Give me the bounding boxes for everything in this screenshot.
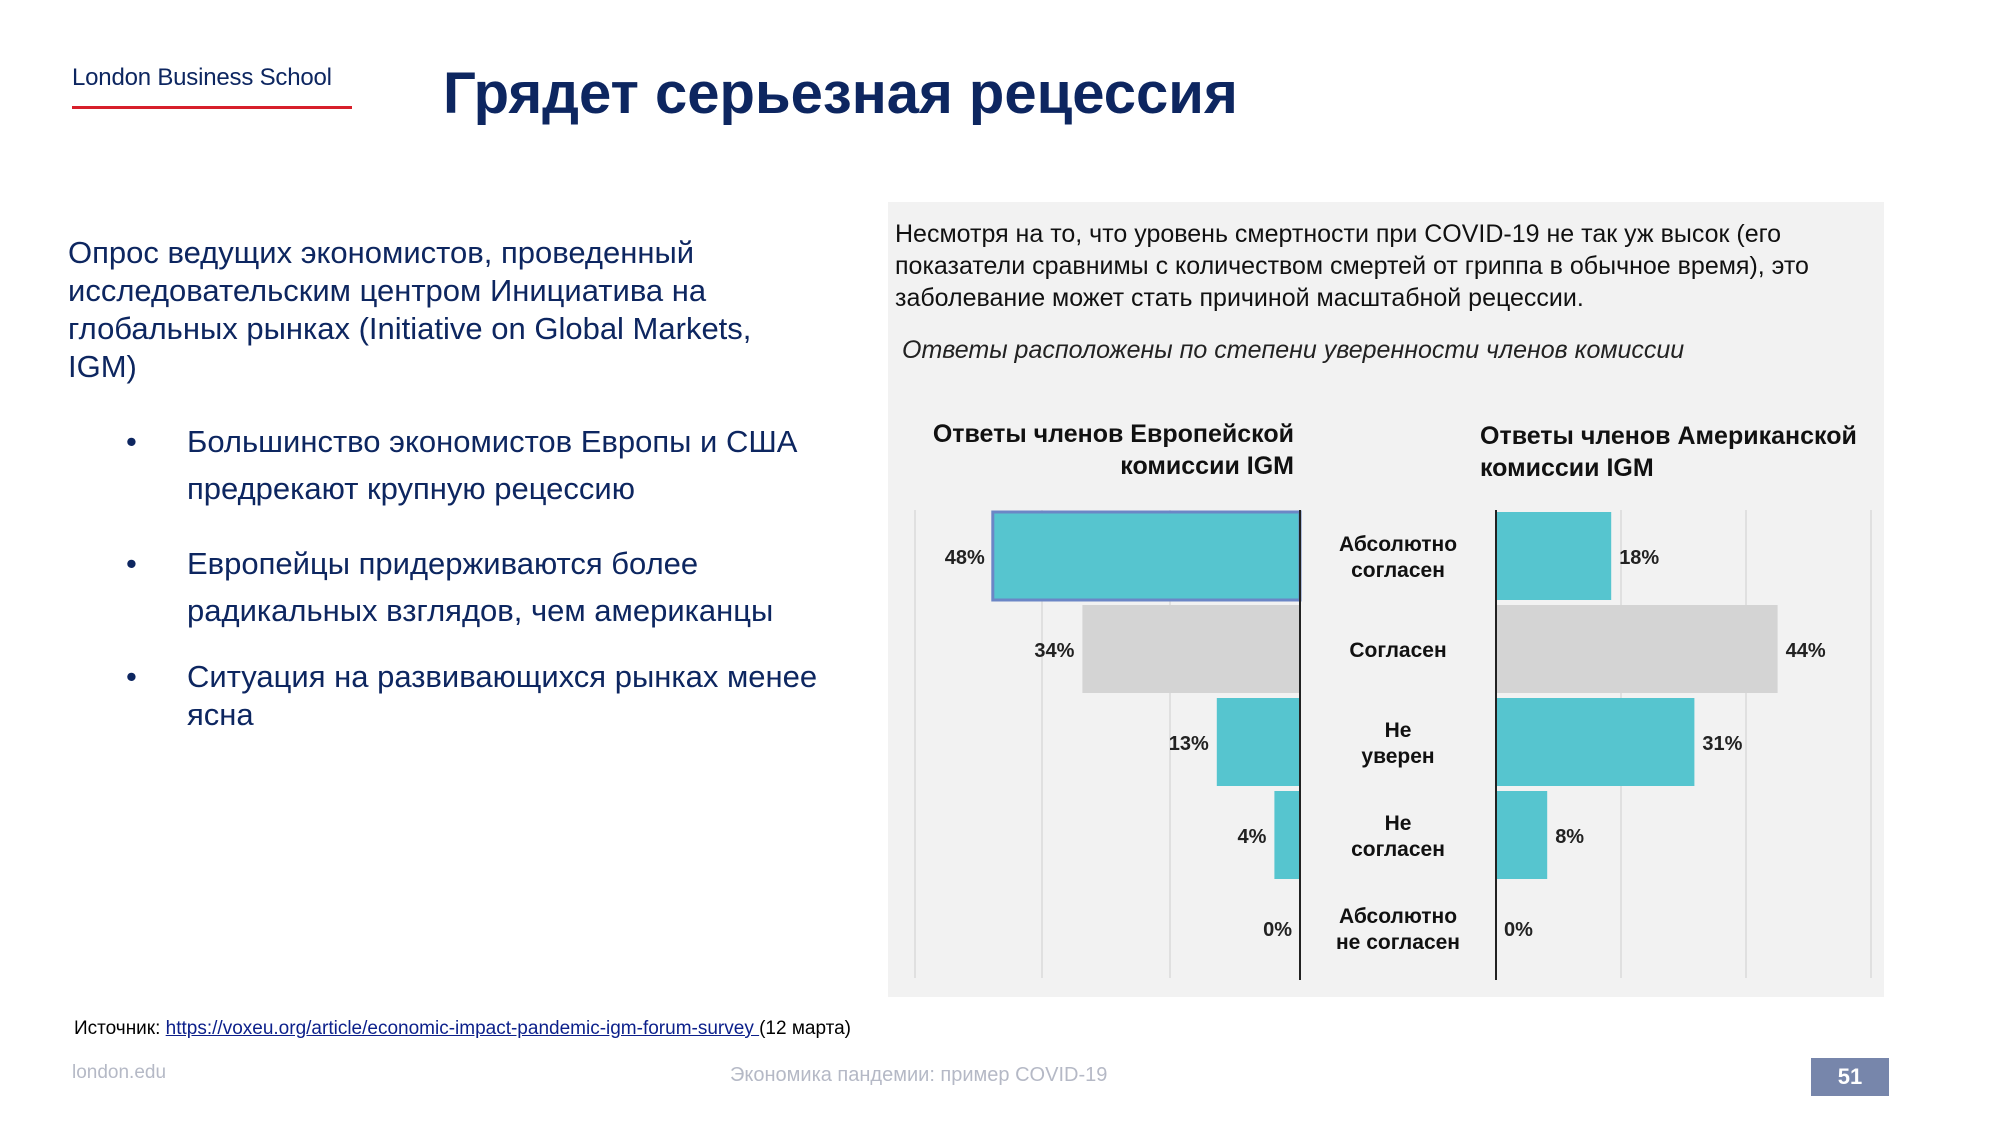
eu-column-title: Ответы членов Европейской комиссии IGM [932,420,1294,480]
eu-value-label: 48% [945,547,985,569]
us-value-label: 8% [1555,826,1584,848]
category-label: Абсолютно согласен [1339,533,1457,582]
us-value-label: 44% [1786,640,1826,662]
logo-underline [72,106,352,109]
us-value-label: 0% [1504,919,1533,941]
bullet-dot-icon: • [126,546,137,581]
bullet-dot-icon: • [126,424,137,459]
bullet-item: • Большинство экономистов Европы и США п… [68,418,828,512]
us-value-label: 18% [1619,547,1659,569]
bullet-item: • Ситуация на развивающихся рынках менее… [68,658,828,734]
butterfly-chart: 48% 18% Абсолютно согласен 34% 44% Согласен 13%… [914,510,1872,980]
chart-subheading: Ответы расположены по степени уверенност… [902,336,1685,364]
bullet-dot-icon: • [126,659,137,694]
us-bar [1496,512,1612,600]
eu-value-label: 4% [1237,826,1266,848]
eu-bar [1216,698,1300,786]
us-bar [1496,605,1778,693]
footer-course: Экономика пандемии: пример COVID-19 [730,1064,1108,1086]
category-label: Согласен [1349,639,1446,662]
intro-text: Опрос ведущих экономистов, проведенный и… [68,235,752,384]
source-link[interactable]: https://voxeu.org/article/economic-impac… [165,1018,760,1039]
eu-bar [1274,791,1300,879]
source-prefix: Источник: [74,1018,166,1039]
eu-value-label: 0% [1263,919,1292,941]
source-suffix: (12 марта) [759,1018,852,1039]
bullet-item: • Европейцы придерживаются более радикал… [68,540,828,634]
bullet-text: Ситуация на развивающихся рынках менее я… [187,659,818,732]
category-label: Не уверен [1361,719,1434,768]
eu-value-label: 34% [1034,640,1074,662]
footer-website: london.edu [72,1062,167,1083]
bullet-list: • Большинство экономистов Европы и США п… [68,418,828,762]
eu-bar [1082,605,1300,693]
us-column-title: Ответы членов Американской комиссии IGM [1480,422,1857,482]
page-title: Грядет серьезная рецессия [443,61,1238,126]
eu-value-label: 13% [1169,733,1209,755]
bullet-text: Большинство экономистов Европы и США пре… [187,424,798,506]
logo: London Business School [72,64,332,91]
eu-bar [991,510,1302,602]
us-bar [1496,698,1695,786]
us-bar [1496,791,1548,879]
category-label: Абсолютно не согласен [1336,905,1460,954]
page-number: 51 [1811,1058,1889,1096]
chart-heading: Несмотря на то, что уровень смертности п… [895,220,1809,312]
bullet-text: Европейцы придерживаются более радикальн… [187,546,774,628]
category-label: Не согласен [1351,812,1445,861]
source-note: Источник: https://voxeu.org/article/econ… [74,1016,894,1042]
us-value-label: 31% [1702,733,1742,755]
